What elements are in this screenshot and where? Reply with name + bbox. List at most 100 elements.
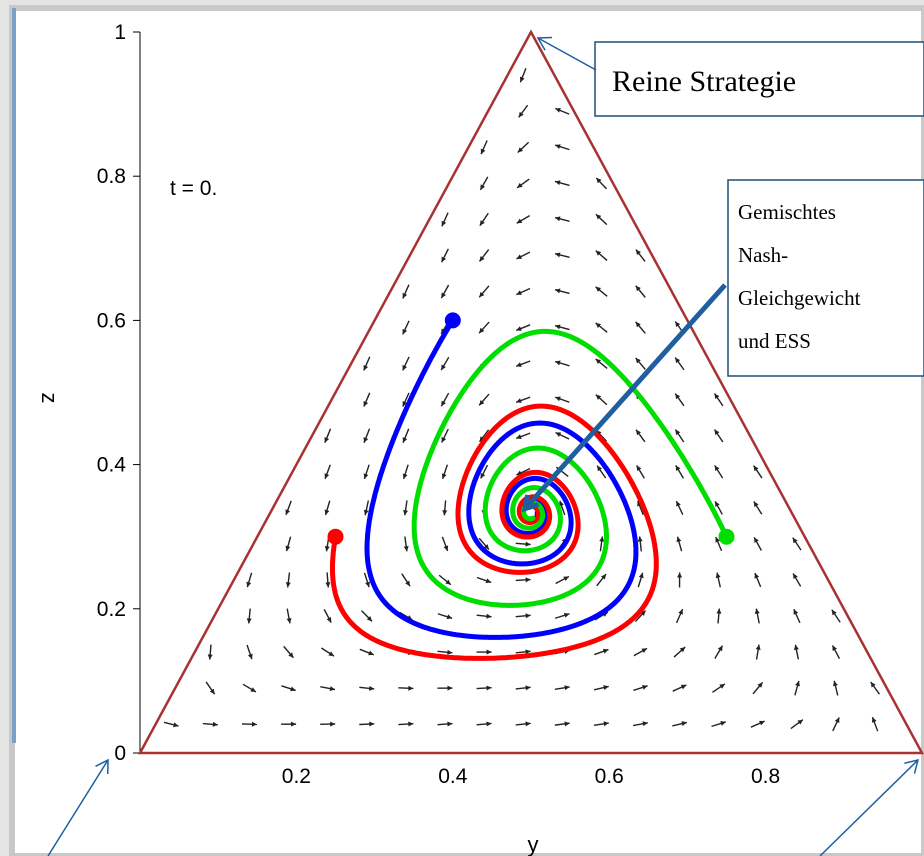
field-arrow-head [525,577,531,583]
field-arrow-head [479,436,485,442]
field-arrow-head [871,717,877,723]
field-arrow-head [516,362,522,367]
field-arrow [596,573,607,587]
mixed-nash-line-4: und ESS [738,329,811,353]
field-arrow-head [555,252,561,258]
field-arrow [202,721,218,727]
field-arrow [554,252,570,259]
field-arrow [559,500,566,516]
field-arrow [363,464,370,480]
field-arrow [281,721,297,727]
field-arrow-head [714,393,720,400]
field-arrow [478,285,490,298]
field-arrow-head [753,501,759,508]
field-arrow-head [595,286,602,292]
field-arrow-head [447,685,453,691]
field-arrow-head [595,394,602,400]
field-arrow [402,392,410,407]
trajectory-line [411,328,729,608]
field-arrow [515,613,531,619]
field-arrow-head [564,721,570,727]
field-arrow-head [516,254,523,259]
field-arrow [515,360,531,367]
field-arrow-head [207,654,213,660]
field-arrow [713,429,724,443]
field-arrow-head [517,147,524,153]
field-arrow-head [636,429,642,436]
field-arrow-head [595,250,602,256]
field-arrow [674,357,685,371]
field-arrow-head [368,685,375,691]
field-arrow-head [555,324,561,330]
field-arrow-head [329,686,336,692]
y-tick-label: 1 [114,21,126,44]
field-arrow [320,685,336,692]
pointer-to-equilibrium-head [521,494,540,513]
field-arrow [793,608,801,624]
field-arrow-head [486,649,492,655]
field-arrow-head [442,510,448,516]
field-arrow-head [641,648,648,654]
field-arrow [595,394,608,406]
field-arrow [716,608,722,624]
field-arrow [595,286,608,297]
field-arrow-head [291,721,297,727]
field-arrow-head [246,581,252,588]
field-arrow-head [405,580,410,587]
field-arrow [478,393,490,406]
field-arrow-head [597,465,603,472]
field-arrow [554,324,570,331]
field-arrow [637,572,644,588]
pointer-to-equilibrium-shaft [523,283,727,511]
field-arrow [792,573,802,587]
field-arrow-head [486,721,492,727]
field-arrow-head [363,364,369,371]
field-arrow-head [679,647,686,653]
field-arrow-head [675,465,681,471]
field-arrow [359,721,375,727]
field-arrow-head [832,645,838,652]
field-arrow [635,429,646,443]
field-arrow [635,249,646,262]
field-arrow [554,612,570,619]
field-arrow-head [754,537,759,543]
field-arrow-head [479,399,485,406]
field-arrow-head [480,148,486,155]
field-arrow [205,681,216,695]
field-arrow-head [675,321,681,328]
field-arrow [675,608,684,624]
field-arrow-head [518,111,524,118]
field-arrow [831,645,841,660]
field-arrow [516,178,530,189]
field-arrow-head [681,721,687,727]
field-arrow-head [212,721,218,727]
field-arrow-head [403,546,409,552]
field-arrow-head [602,648,609,654]
field-arrow [403,536,409,552]
field-arrow-head [563,576,569,582]
x-tick-label: 0.8 [751,765,780,788]
field-arrow [363,500,370,516]
field-arrow [516,287,531,296]
simplex-triangle [137,29,924,755]
field-arrow-head [603,685,609,690]
field-arrow-head [480,472,486,479]
x-tick-label: 0.4 [438,765,468,788]
field-arrow [750,720,765,728]
field-arrow [634,609,647,623]
field-arrow [792,537,802,551]
field-arrow [398,721,414,727]
field-arrow [714,645,724,659]
field-arrow-head [563,612,570,618]
field-arrow-head [870,682,876,688]
field-arrow [479,429,490,443]
field-arrow [285,500,292,516]
field-arrow-head [517,182,523,188]
field-arrow-head [715,536,721,543]
field-arrow-head [363,401,369,407]
field-arrow-head [286,618,292,624]
field-arrow-head [516,434,522,439]
field-arrow [599,536,605,552]
field-arrow-head [757,682,763,688]
pointer-to-left-vertex [47,758,109,856]
